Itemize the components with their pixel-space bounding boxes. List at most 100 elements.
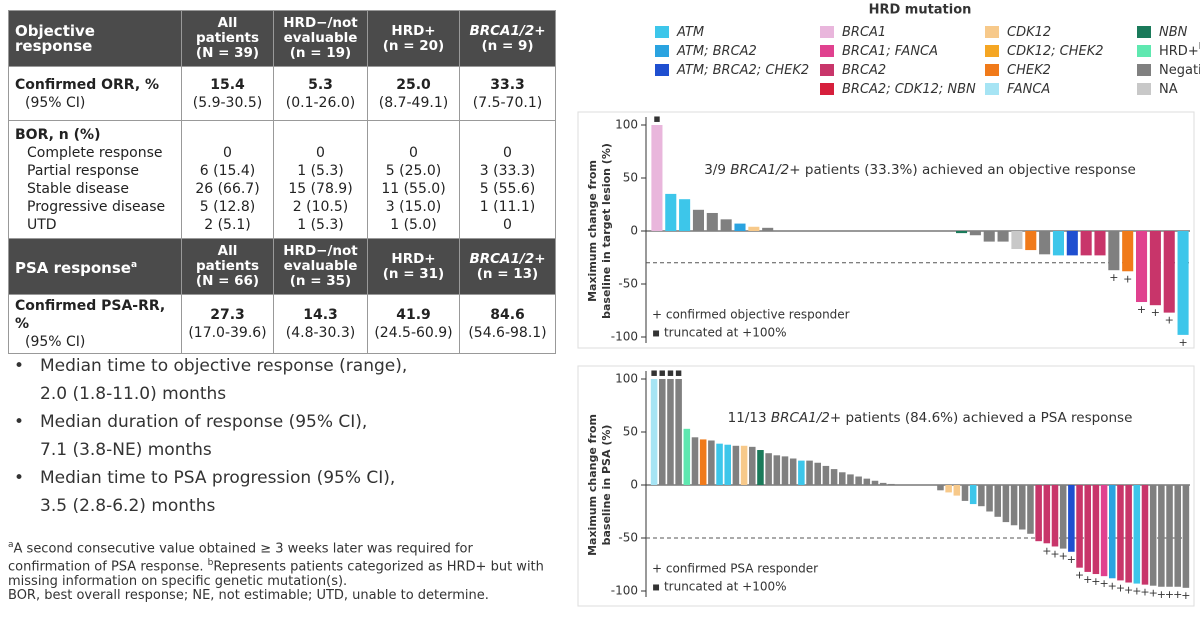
bar <box>659 379 666 485</box>
table-cell: Confirmed ORR, % (95% CI) <box>8 66 182 121</box>
legend-label-text: CDK12; CHEK2 <box>1007 44 1104 59</box>
bar <box>855 476 862 485</box>
header-cell: BRCA1/2+ (n = 9) <box>459 10 556 67</box>
legend-label-text: CDK12 <box>1007 25 1051 40</box>
cell-line: 84.6 <box>490 307 525 323</box>
bar <box>1122 231 1134 272</box>
bar-marker: + <box>1075 569 1084 582</box>
footnote-text: Represents patients categorized as HRD+ … <box>8 559 544 589</box>
bar <box>1117 485 1124 581</box>
cell-line: 3 (33.3) <box>479 162 536 179</box>
bar <box>863 478 871 485</box>
bar <box>1177 231 1189 335</box>
legend-label-text: BRCA1; FANCA <box>842 44 938 59</box>
cell-line: 3 (15.0) <box>385 198 442 215</box>
legend-label: ATM; BRCA2; CHEK2 <box>676 63 809 78</box>
table-cell: 5.3 (0.1-26.0) <box>273 66 368 121</box>
cell-line: 5.3 <box>308 76 333 93</box>
bullet-line: Median time to PSA progression (95% CI), <box>40 468 396 488</box>
bar <box>675 379 682 485</box>
table-row: Confirmed PSA-RR, % (95% CI) 27.3 (17.0-39.… <box>8 294 556 354</box>
cell-line: Progressive disease <box>27 198 166 215</box>
cell-line: Partial response <box>27 162 140 179</box>
table-row: Confirmed ORR, % (95% CI) 15.4 (5.9-30.5) 5.… <box>8 66 556 121</box>
bar <box>773 455 781 485</box>
bar-marker: + <box>1067 553 1076 566</box>
cell-line: (n = 35) <box>289 273 352 289</box>
cell-line: (n = 31) <box>382 265 445 282</box>
bar <box>1076 485 1083 568</box>
y-axis-label-line: baseline in PSA (%) <box>600 425 613 546</box>
table-cell: 14.3 (4.8-30.3) <box>273 294 368 354</box>
cell-line: BRCA1/2+ <box>469 22 546 39</box>
bar-marker: ▪ <box>659 366 666 379</box>
bar <box>1141 485 1149 585</box>
cell-line: 1 (5.0) <box>390 216 437 233</box>
bar-marker: + <box>1165 314 1174 327</box>
cell-line: HRD−/not <box>283 243 358 259</box>
bar <box>1149 485 1157 586</box>
bullet-line: 7.1 (3.8-NE) months <box>40 440 212 460</box>
y-tick-label: 100 <box>615 372 638 386</box>
chart-frame <box>577 111 1195 349</box>
bar <box>1019 485 1026 530</box>
legend-label: NA <box>1159 82 1178 97</box>
footnote-ab: aA second consecutive value obtained ≥ 3… <box>8 538 553 589</box>
bar <box>956 231 968 234</box>
legend-swatch <box>655 45 669 57</box>
bar-marker: ▪ <box>653 112 660 125</box>
bar <box>1163 231 1175 313</box>
header-cell: HRD−/not evaluable (n = 19) <box>273 10 368 67</box>
bar-marker: + <box>1099 577 1108 590</box>
bar <box>1100 485 1108 577</box>
cell-line: evaluable <box>283 258 358 274</box>
cell-line: (17.0-39.6) <box>188 325 267 341</box>
bar <box>983 231 995 242</box>
legend-label-text: ATM; BRCA2 <box>676 44 757 59</box>
cell-line: HRD+ <box>391 22 436 39</box>
y-axis-label: Maximum change frombaseline in target le… <box>586 143 613 319</box>
bar-marker: + <box>1137 303 1146 316</box>
bar <box>814 462 821 485</box>
cell-line: Complete response <box>27 144 163 161</box>
bar-marker: ▪ <box>675 366 682 379</box>
cell-line: evaluable <box>283 30 358 46</box>
bar <box>937 485 944 491</box>
legend-label: NBN <box>1159 25 1188 40</box>
cell-line: (7.5-70.1) <box>472 94 543 111</box>
legend-swatch <box>985 64 999 76</box>
cell-line: (n = 13) <box>476 265 539 282</box>
table-cell: 84.6 (54.6-98.1) <box>459 294 556 354</box>
cell-line: (5.9-30.5) <box>192 94 263 111</box>
bar-marker: + <box>1059 550 1068 563</box>
legend-label: BRCA2 <box>842 63 886 78</box>
annotation-part: BRCA1/2+ <box>730 162 800 178</box>
legend-swatch <box>985 26 999 38</box>
bar-marker: ▪ <box>650 366 657 379</box>
bar <box>762 227 774 231</box>
bar-marker: + <box>1132 585 1141 598</box>
cell-line: All patients <box>195 15 260 46</box>
table-cell: 41.9 (24.5-60.9) <box>367 294 460 354</box>
legend-sup: b <box>1199 42 1200 52</box>
bar-marker: + <box>1050 547 1059 560</box>
bar <box>997 231 1009 242</box>
legend-swatch <box>1137 45 1151 57</box>
cell-line: Stable disease <box>27 180 129 197</box>
table-body: Objective response All patients (N = 39) HR… <box>8 10 556 354</box>
bar <box>871 480 879 485</box>
table-cell: Confirmed PSA-RR, % (95% CI) <box>8 294 182 354</box>
bar <box>716 443 723 485</box>
bar-marker: ▪ <box>667 366 674 379</box>
annotation-part: BRCA1/2+ <box>771 410 841 426</box>
annotation: 11/13 BRCA1/2+ patients (84.6%) achieved… <box>728 410 1133 426</box>
chart-frame <box>577 365 1195 607</box>
annotation-part: patients (84.6%) achieved a PSA response <box>841 410 1132 426</box>
footnote-abbr: BOR, best overall response; NE, not esti… <box>8 587 489 603</box>
bar <box>724 444 731 485</box>
bar <box>1002 485 1010 523</box>
bar <box>732 445 740 485</box>
bar-marker: + <box>1173 588 1182 601</box>
